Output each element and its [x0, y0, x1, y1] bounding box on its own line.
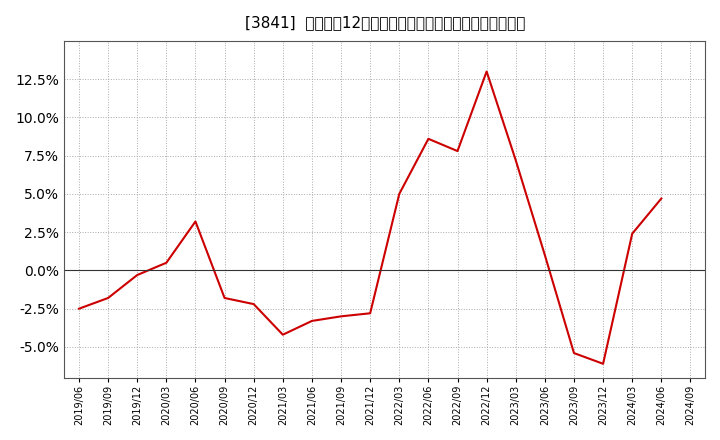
Title: [3841]  売上高の12か月移動合計の対前年同期増減率の推移: [3841] 売上高の12か月移動合計の対前年同期増減率の推移	[245, 15, 525, 30]
